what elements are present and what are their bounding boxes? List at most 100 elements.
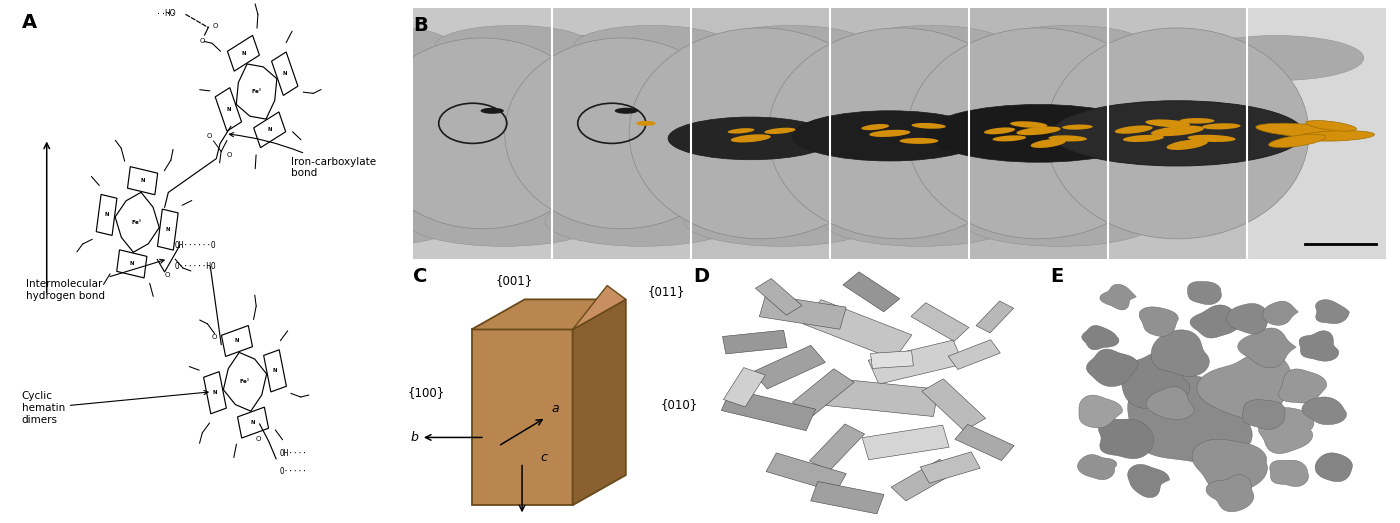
Ellipse shape	[764, 128, 795, 134]
Text: Fe$^{\mathrm{II}}$: Fe$^{\mathrm{II}}$	[251, 87, 262, 96]
Polygon shape	[1278, 369, 1327, 403]
Text: N: N	[130, 262, 134, 266]
Circle shape	[545, 196, 739, 246]
Text: N: N	[165, 227, 169, 232]
Text: O······HO: O······HO	[174, 262, 216, 271]
Text: N: N	[241, 51, 245, 56]
Polygon shape	[948, 340, 1000, 369]
Polygon shape	[1086, 349, 1138, 386]
Polygon shape	[1187, 281, 1221, 304]
Polygon shape	[1316, 300, 1350, 324]
Ellipse shape	[861, 124, 889, 130]
Polygon shape	[759, 294, 846, 329]
Circle shape	[636, 121, 655, 126]
Polygon shape	[724, 368, 766, 407]
Text: {001}: {001}	[496, 274, 533, 287]
Text: Intermolecular
hydrogen bond: Intermolecular hydrogen bond	[25, 259, 164, 301]
Polygon shape	[1079, 395, 1123, 428]
Ellipse shape	[1187, 135, 1236, 142]
Polygon shape	[1315, 453, 1352, 482]
Ellipse shape	[1123, 135, 1163, 142]
Polygon shape	[1147, 387, 1194, 419]
Ellipse shape	[1256, 123, 1358, 139]
Bar	[692, 8, 830, 259]
Circle shape	[668, 117, 833, 160]
Circle shape	[297, 26, 452, 65]
Ellipse shape	[1268, 134, 1326, 147]
Text: E: E	[1050, 267, 1063, 286]
Ellipse shape	[1049, 135, 1086, 142]
Text: Iron-carboxylate
bond: Iron-carboxylate bond	[230, 133, 377, 178]
Text: D: D	[693, 267, 710, 286]
Polygon shape	[1121, 351, 1190, 408]
Text: c: c	[540, 451, 547, 464]
Text: O·····: O·····	[280, 468, 308, 476]
Text: {100}: {100}	[407, 386, 445, 399]
Polygon shape	[911, 303, 969, 341]
Bar	[413, 8, 552, 259]
Bar	[1107, 8, 1247, 259]
Polygon shape	[1302, 397, 1347, 425]
Ellipse shape	[1179, 118, 1214, 123]
Circle shape	[713, 26, 869, 65]
Polygon shape	[1197, 352, 1294, 419]
Circle shape	[910, 36, 1086, 81]
Text: ....: ....	[155, 7, 176, 16]
Text: O: O	[207, 133, 213, 139]
Text: O: O	[200, 38, 206, 43]
Bar	[830, 8, 969, 259]
Polygon shape	[753, 345, 826, 389]
Ellipse shape	[769, 28, 1030, 239]
Polygon shape	[1299, 331, 1338, 361]
Ellipse shape	[731, 134, 771, 142]
Polygon shape	[722, 330, 787, 354]
Polygon shape	[1078, 454, 1117, 480]
Polygon shape	[472, 329, 573, 505]
Circle shape	[480, 108, 504, 114]
Circle shape	[962, 196, 1156, 246]
Polygon shape	[868, 340, 963, 384]
Ellipse shape	[1306, 120, 1357, 131]
Polygon shape	[1259, 407, 1315, 453]
Polygon shape	[825, 378, 938, 416]
Text: O: O	[211, 334, 217, 340]
Polygon shape	[843, 272, 900, 312]
Ellipse shape	[1114, 126, 1152, 134]
Text: N: N	[267, 127, 272, 132]
Circle shape	[633, 36, 808, 81]
Text: Fe$^{\mathrm{II}}$: Fe$^{\mathrm{II}}$	[239, 377, 251, 386]
Text: B: B	[413, 16, 428, 35]
Text: O: O	[227, 152, 231, 157]
Polygon shape	[809, 424, 865, 471]
Circle shape	[615, 108, 638, 114]
Circle shape	[267, 196, 462, 246]
Ellipse shape	[1203, 123, 1240, 129]
Polygon shape	[1270, 460, 1309, 486]
Circle shape	[927, 105, 1151, 162]
Ellipse shape	[1046, 28, 1309, 239]
Ellipse shape	[1145, 119, 1190, 127]
Text: Cyclic
hematin
dimers: Cyclic hematin dimers	[22, 391, 209, 425]
Circle shape	[494, 36, 669, 81]
Polygon shape	[921, 379, 986, 431]
Polygon shape	[573, 299, 626, 505]
Polygon shape	[955, 424, 1014, 461]
Text: Fe$^{\mathrm{II}}$: Fe$^{\mathrm{II}}$	[132, 218, 143, 227]
Text: A: A	[22, 13, 36, 32]
Text: N: N	[140, 178, 144, 183]
Ellipse shape	[984, 128, 1015, 134]
Text: C: C	[413, 267, 427, 286]
Text: OH····: OH····	[280, 449, 308, 458]
Bar	[969, 8, 1107, 259]
Ellipse shape	[993, 135, 1026, 141]
Polygon shape	[1263, 301, 1298, 325]
Ellipse shape	[728, 128, 755, 133]
Text: a: a	[552, 402, 559, 415]
Circle shape	[771, 36, 946, 81]
Text: HO: HO	[164, 8, 176, 18]
Polygon shape	[573, 286, 626, 329]
Bar	[552, 8, 692, 259]
Polygon shape	[871, 351, 913, 368]
Text: N: N	[227, 107, 231, 112]
Text: N: N	[283, 71, 287, 76]
